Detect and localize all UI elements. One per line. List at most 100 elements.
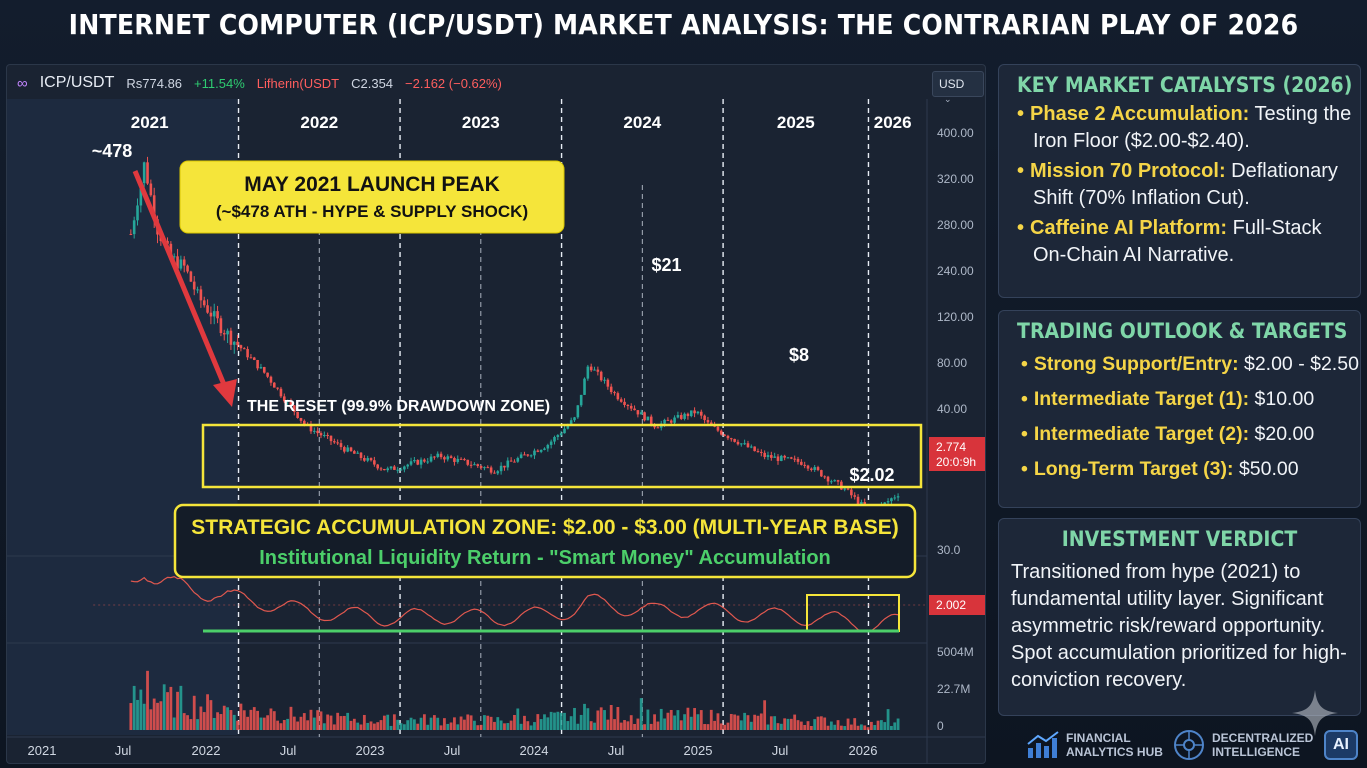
candle-body xyxy=(296,411,299,418)
candle-body xyxy=(716,426,720,431)
candle-body xyxy=(893,497,897,499)
volume-bar xyxy=(729,713,733,730)
candle-body xyxy=(249,357,253,359)
candle-body xyxy=(783,455,786,458)
candle-body xyxy=(469,464,473,466)
volume-bar xyxy=(843,726,847,730)
volume-bar xyxy=(272,711,276,730)
volume-bar xyxy=(716,713,720,730)
candle-body xyxy=(206,305,209,313)
volume-bar xyxy=(669,709,673,730)
candle-body xyxy=(649,416,653,425)
volume-bar xyxy=(146,670,149,730)
candle-body xyxy=(743,443,746,445)
candle-body xyxy=(379,468,383,470)
candle-body xyxy=(609,386,613,393)
peak-2025-label: $8 xyxy=(789,345,809,365)
volume-bar xyxy=(172,717,176,730)
delta-value: −2.162 (−0.62%) xyxy=(405,75,502,91)
candle-body xyxy=(596,369,600,372)
candle-body xyxy=(473,464,476,466)
volume-bar xyxy=(396,719,400,730)
candle-body xyxy=(569,420,573,426)
volume-bar xyxy=(666,712,670,730)
candle-body xyxy=(369,458,373,461)
volume-bar xyxy=(689,716,693,730)
volume-bar xyxy=(529,725,533,730)
last-price: Rs774.86 xyxy=(126,75,183,91)
candle-body xyxy=(172,256,176,258)
volume-bar xyxy=(162,684,166,730)
symbol-label[interactable]: ICP/USDT xyxy=(39,74,115,91)
candle-body xyxy=(823,476,826,478)
volume-bar xyxy=(316,710,320,730)
volume-bar xyxy=(769,716,773,730)
volume-bar xyxy=(699,710,703,730)
volume-bar xyxy=(559,712,563,730)
volume-bar xyxy=(399,723,403,730)
volume-bar xyxy=(549,711,553,730)
volume-bar xyxy=(212,717,216,730)
volume-bar xyxy=(242,710,246,730)
candle-body xyxy=(699,411,703,416)
volume-bar xyxy=(829,721,833,730)
candle-body xyxy=(366,458,369,461)
volume-bar xyxy=(306,720,310,730)
volume-bar xyxy=(199,706,203,730)
volume-bar xyxy=(853,718,857,730)
volume-bar xyxy=(342,715,346,730)
candle-body xyxy=(219,318,223,334)
currency-select[interactable]: USD ⌄ xyxy=(932,71,984,104)
volume-bar xyxy=(746,715,750,730)
target-head: Strong Support/Entry: xyxy=(1033,353,1239,375)
volume-bar xyxy=(696,714,700,730)
volume-bar xyxy=(609,704,613,730)
candle-body xyxy=(483,467,486,469)
candle-body xyxy=(513,461,516,463)
candle-body xyxy=(546,444,550,449)
volume-bar xyxy=(736,715,740,730)
volume-bar xyxy=(322,723,326,730)
target-value: $10.00 xyxy=(1254,388,1315,410)
candle-body xyxy=(466,459,470,465)
chart-panel[interactable]: 2021 2022 2023 2024 2025 2026 400.00 320.00 280.… xyxy=(6,64,986,764)
candle-body xyxy=(272,382,276,388)
volume-bar xyxy=(836,720,840,730)
volume-bar xyxy=(436,717,440,730)
candle-body xyxy=(719,430,723,435)
analytics-chart-icon xyxy=(1027,731,1059,758)
date-tick-label: Jul xyxy=(608,743,625,758)
volume-bar xyxy=(883,722,887,730)
candle-body xyxy=(806,465,810,469)
candle-body xyxy=(603,379,606,381)
candle-body xyxy=(626,405,630,407)
volume-bar xyxy=(679,720,683,730)
volume-bar xyxy=(776,723,780,730)
candle-body xyxy=(679,415,683,419)
volume-bar xyxy=(893,722,897,730)
volume-bar xyxy=(222,705,226,730)
volume-bar xyxy=(543,714,546,730)
candle-body xyxy=(226,330,229,335)
volume-bar xyxy=(659,708,663,730)
volume-bar xyxy=(179,685,183,730)
volume-tick-label: 22.7M xyxy=(937,682,970,696)
candle-body xyxy=(739,443,743,445)
candle-body xyxy=(683,413,686,419)
catalyst-head: Mission 70 Protocol: xyxy=(1030,160,1226,182)
volume-bar xyxy=(429,717,433,730)
candle-body xyxy=(409,461,413,465)
volume-bar xyxy=(619,722,623,730)
volume-bar xyxy=(759,713,763,730)
candle-body xyxy=(539,449,543,452)
volume-bar xyxy=(269,708,273,730)
candle-body xyxy=(696,411,700,414)
price-chart[interactable]: 2021 2022 2023 2024 2025 2026 400.00 320.00 280.… xyxy=(7,65,986,764)
volume-bar xyxy=(252,707,256,730)
volume-bar xyxy=(359,724,363,730)
candle-body xyxy=(299,417,303,421)
icp-logo-icon: ∞ xyxy=(17,74,28,92)
volume-bar xyxy=(603,710,606,730)
candle-body xyxy=(830,481,833,483)
volume-bar xyxy=(362,714,366,730)
